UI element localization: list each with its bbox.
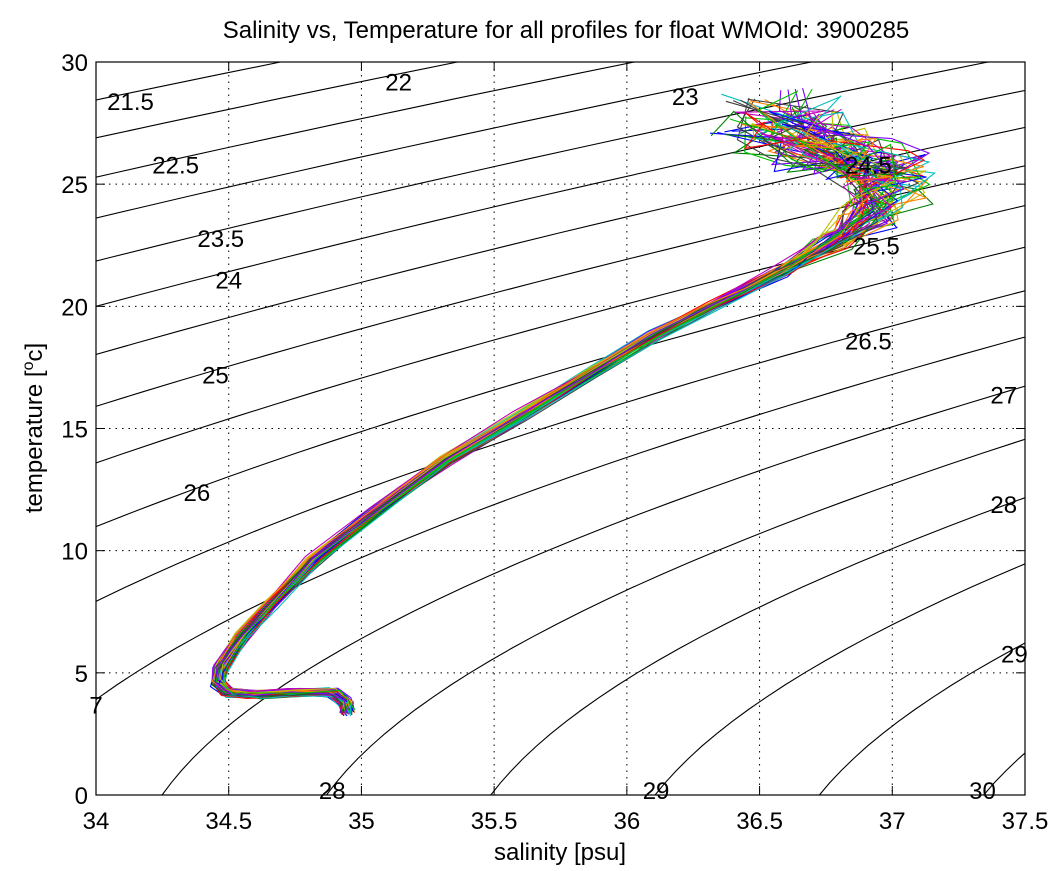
y-tick-label: 5 xyxy=(75,661,88,688)
contour-label: 26.5 xyxy=(845,329,892,356)
density-contour-line xyxy=(325,438,1025,795)
contour-label: 21.5 xyxy=(107,89,154,116)
x-tick-label: 37 xyxy=(879,808,906,835)
x-tick-label: 35.5 xyxy=(471,808,518,835)
density-contour-line xyxy=(96,205,1025,464)
profile-line xyxy=(214,90,905,713)
contour-label: 27 xyxy=(990,382,1017,409)
contour-label: 23.5 xyxy=(197,226,244,253)
contour-label: 30 xyxy=(969,778,996,805)
axis-ticks: 34 34.5 35 35.5 36 36.5 37 37.5 0 5 10 15 20 25 30 xyxy=(61,50,1048,835)
density-contour-line xyxy=(96,89,1025,307)
x-tick-label: 36.5 xyxy=(736,808,783,835)
profile-lines xyxy=(209,88,936,717)
y-tick-label: 10 xyxy=(61,539,88,566)
y-axis-label-end: c] xyxy=(21,343,48,362)
density-contour-line xyxy=(654,563,1025,795)
density-contour-line xyxy=(96,246,1025,528)
contour-label: 24 xyxy=(215,267,242,294)
contour-label: 24.5 xyxy=(845,153,892,180)
density-contour-line xyxy=(96,62,815,219)
density-contour-labels: 21.5 22 22.5 23 23.5 24 24.5 25 25.5 26 26.5 27 28 29… xyxy=(89,70,1027,805)
y-tick-label: 20 xyxy=(61,294,88,321)
y-axis-label: temperature [oc] xyxy=(20,343,48,513)
density-contour-line xyxy=(96,165,1025,407)
density-contour-line xyxy=(96,62,638,178)
density-contour-line xyxy=(96,62,991,262)
density-contour-line xyxy=(96,336,1025,701)
contour-label: 22.5 xyxy=(152,153,199,180)
profile-line xyxy=(212,111,909,711)
x-axis-label: salinity [psu] xyxy=(494,839,626,866)
contour-label: 25 xyxy=(202,363,229,390)
y-tick-label: 25 xyxy=(61,172,88,199)
contour-label: 29 xyxy=(643,778,670,805)
grid-lines xyxy=(96,62,1025,795)
x-tick-label: 34.5 xyxy=(205,808,252,835)
x-tick-label: 34 xyxy=(83,808,110,835)
density-contour-line xyxy=(490,497,1025,795)
profile-line xyxy=(219,113,903,709)
contour-label: 23 xyxy=(672,84,699,111)
contour-label: 28 xyxy=(990,492,1017,519)
profile-line xyxy=(222,91,897,711)
x-tick-label: 35 xyxy=(348,808,375,835)
density-contour-line xyxy=(818,642,1025,795)
chart-title: Salinity vs, Temperature for all profile… xyxy=(223,17,910,44)
contour-label: 22 xyxy=(385,70,412,97)
contour-label: 26 xyxy=(184,480,211,507)
y-tick-label: 15 xyxy=(61,417,88,444)
y-axis-label-main: temperature [ xyxy=(21,370,48,513)
contour-label: 28 xyxy=(319,778,346,805)
x-tick-label: 36 xyxy=(614,808,641,835)
y-tick-label: 0 xyxy=(75,783,88,810)
y-axis-label-sup: o xyxy=(20,361,37,370)
contour-label: 25.5 xyxy=(853,233,900,260)
y-tick-label: 30 xyxy=(61,50,88,77)
density-contour-line xyxy=(96,290,1025,603)
contour-label: 29 xyxy=(1001,641,1028,668)
x-tick-label: 37.5 xyxy=(1002,808,1049,835)
